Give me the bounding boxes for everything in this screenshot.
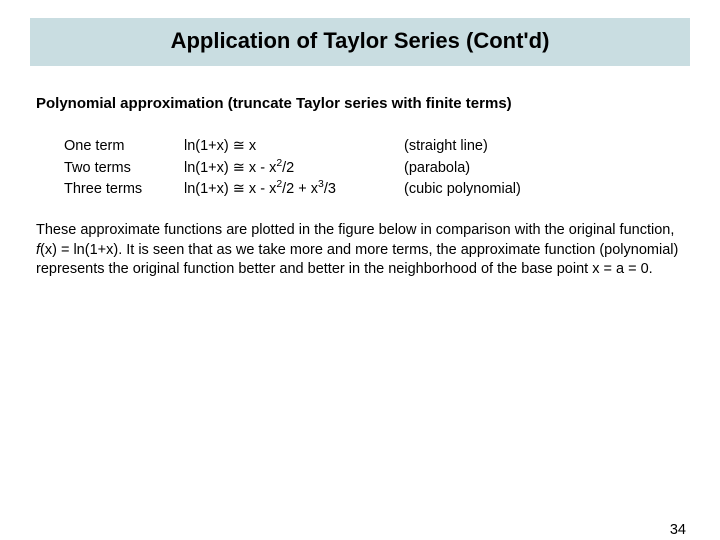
expr-text: ln(1+x) ≅ x - x xyxy=(184,181,276,197)
term-description: (straight line) xyxy=(404,136,521,158)
term-description: (parabola) xyxy=(404,158,521,180)
table-row: One term ln(1+x) ≅ x (straight line) xyxy=(64,136,521,158)
expr-text: ln(1+x) ≅ x - x xyxy=(184,160,276,176)
term-expression: ln(1+x) ≅ x - x2/2 + x3/3 xyxy=(184,179,404,201)
term-expression: ln(1+x) ≅ x xyxy=(184,136,404,158)
slide: Application of Taylor Series (Cont'd) Po… xyxy=(0,18,720,540)
table-row: Two terms ln(1+x) ≅ x - x2/2 (parabola) xyxy=(64,158,521,180)
title-bar: Application of Taylor Series (Cont'd) xyxy=(30,18,690,66)
expr-text: /3 xyxy=(324,181,336,197)
expr-text: /2 xyxy=(282,160,294,176)
section-subhead: Polynomial approximation (truncate Taylo… xyxy=(36,94,684,114)
approximation-table: One term ln(1+x) ≅ x (straight line) Two… xyxy=(64,136,521,201)
para-text: (x) = ln(1+x). It is seen that as we tak… xyxy=(36,242,678,278)
explanatory-paragraph: These approximate functions are plotted … xyxy=(36,221,684,280)
term-description: (cubic polynomial) xyxy=(404,179,521,201)
expr-text: ln(1+x) ≅ x xyxy=(184,138,256,154)
term-label: One term xyxy=(64,136,184,158)
term-expression: ln(1+x) ≅ x - x2/2 xyxy=(184,158,404,180)
table-row: Three terms ln(1+x) ≅ x - x2/2 + x3/3 (c… xyxy=(64,179,521,201)
content-area: Polynomial approximation (truncate Taylo… xyxy=(0,66,720,280)
para-text: These approximate functions are plotted … xyxy=(36,222,674,238)
term-label: Two terms xyxy=(64,158,184,180)
slide-title: Application of Taylor Series (Cont'd) xyxy=(40,28,680,54)
page-number: 34 xyxy=(670,522,686,538)
expr-text: /2 + x xyxy=(282,181,318,197)
term-label: Three terms xyxy=(64,179,184,201)
